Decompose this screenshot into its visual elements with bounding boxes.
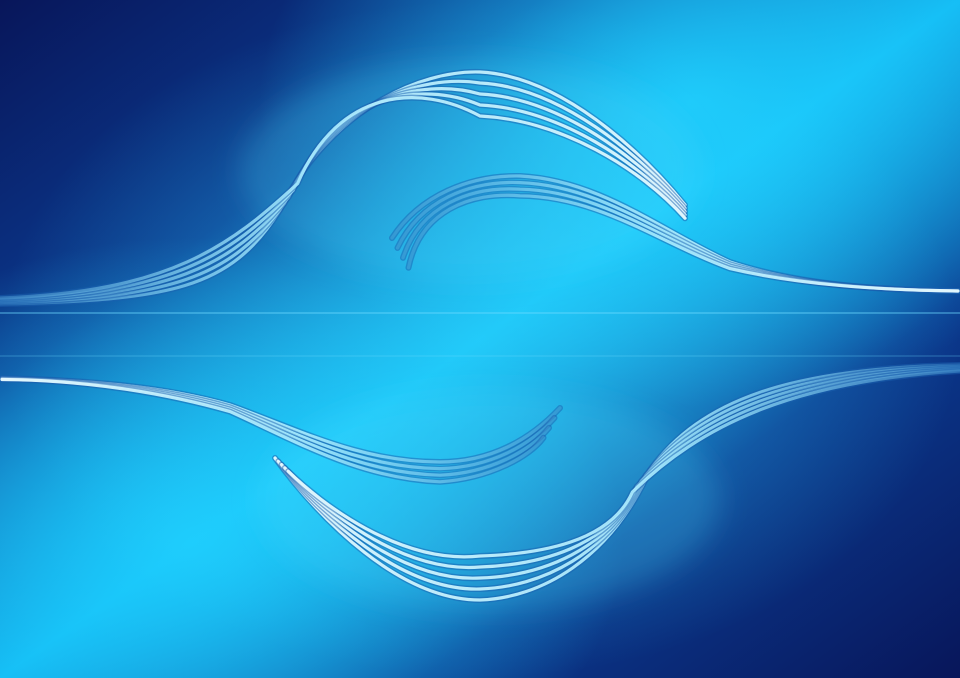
wave-strand bbox=[0, 377, 546, 484]
wave-strand bbox=[406, 193, 960, 293]
wave-group-lower-inner bbox=[0, 375, 563, 485]
wave-strand bbox=[273, 363, 960, 602]
wave-strand bbox=[283, 367, 960, 570]
horizon-line bbox=[0, 312, 960, 357]
wave-strand bbox=[276, 364, 960, 591]
wave-strand bbox=[280, 366, 960, 580]
wave-strand bbox=[0, 96, 687, 300]
wave-strand bbox=[286, 369, 960, 559]
wave-group-upper-inner bbox=[389, 172, 960, 294]
wave-group-lower bbox=[272, 362, 960, 604]
wave-group-upper bbox=[0, 68, 688, 307]
